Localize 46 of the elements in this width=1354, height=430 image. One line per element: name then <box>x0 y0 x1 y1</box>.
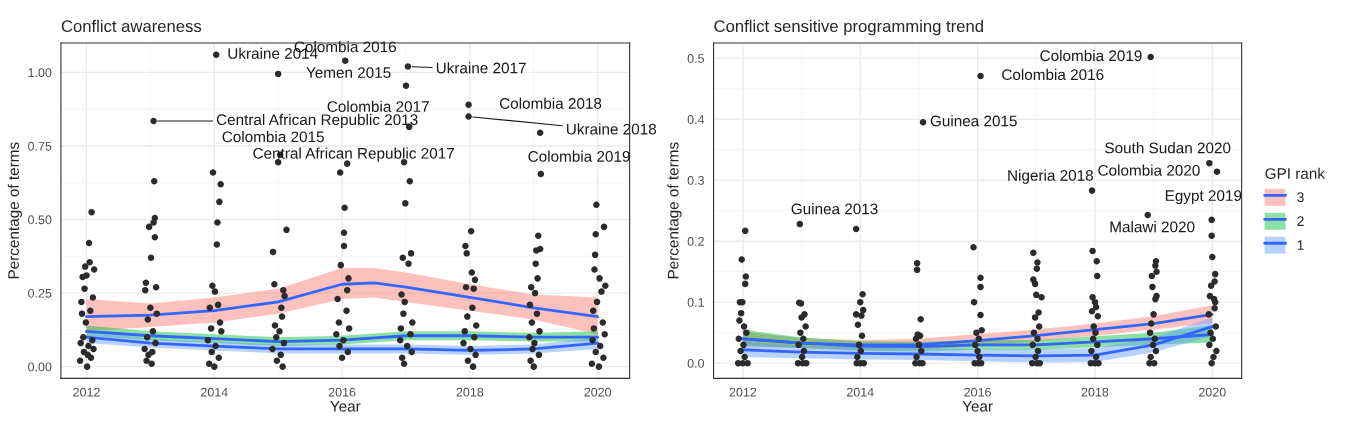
x-tick-label: 2020 <box>584 387 612 397</box>
annotation: South Sudan 2020 <box>1105 142 1231 154</box>
annotation: Nigeria 2018 <box>1008 169 1093 184</box>
x-tick-label: 2012 <box>73 387 100 397</box>
y-axis-title: Percentage of terms <box>667 142 682 279</box>
y-tick-label: 0.25 <box>28 288 52 298</box>
legend-title: GPI rank <box>1265 167 1325 179</box>
y-tick-label: 0.2 <box>687 236 704 246</box>
annotation: Central African Republic 2017 <box>253 147 454 162</box>
x-tick-label: 2018 <box>456 387 484 397</box>
y-tick-label: 0.3 <box>687 176 704 185</box>
x-tick-label: 2014 <box>201 387 228 397</box>
x-tick-label: 2014 <box>846 387 874 397</box>
annotation: Guinea 2013 <box>791 203 878 215</box>
annotation: Colombia 2016 <box>1002 68 1104 81</box>
y-tick-label: 0.0 <box>687 358 705 368</box>
annotation: Guinea 2015 <box>930 115 1017 127</box>
y-tick-label: 0.50 <box>28 215 52 225</box>
annotation: Colombia 2015 <box>222 131 324 143</box>
x-tick-label: 2018 <box>1081 387 1109 397</box>
x-axis-title: Year <box>330 401 361 412</box>
annotation: Malawi 2020 <box>1110 221 1195 233</box>
x-tick-label: 2012 <box>729 387 757 397</box>
y-tick-label: 0.5 <box>687 54 705 63</box>
y-tick-label: 0.1 <box>687 297 704 307</box>
legend-label: 2 <box>1297 216 1304 226</box>
annotation: Colombia 2018 <box>499 97 602 109</box>
annotation: Colombia 2020 <box>1098 164 1200 176</box>
annotation: Colombia 2019 <box>1040 49 1142 62</box>
y-tick-label: 0.00 <box>28 362 52 372</box>
y-tick-label: 1.00 <box>28 68 52 78</box>
legend-label: 1 <box>1297 240 1304 250</box>
legend-label: 3 <box>1297 192 1304 203</box>
annotation: Central African Republic 2013 <box>216 113 418 129</box>
annotation: Ukraine 2017 <box>436 62 526 74</box>
chart-title: Conflict awareness <box>61 19 202 33</box>
y-axis-title: Percentage of terms <box>7 142 23 279</box>
annotation: Yemen 2015 <box>306 67 391 78</box>
y-tick-label: 0.4 <box>687 115 705 124</box>
y-tick-label: 0.75 <box>28 141 52 151</box>
annotation: Colombia 2017 <box>327 100 429 112</box>
x-tick-label: 2020 <box>1199 387 1226 397</box>
x-tick-label: 2016 <box>328 387 356 397</box>
x-axis-title: Year <box>962 401 993 412</box>
chart-title: Conflict sensitive programming trend <box>714 19 983 36</box>
x-tick-label: 2016 <box>964 387 991 397</box>
